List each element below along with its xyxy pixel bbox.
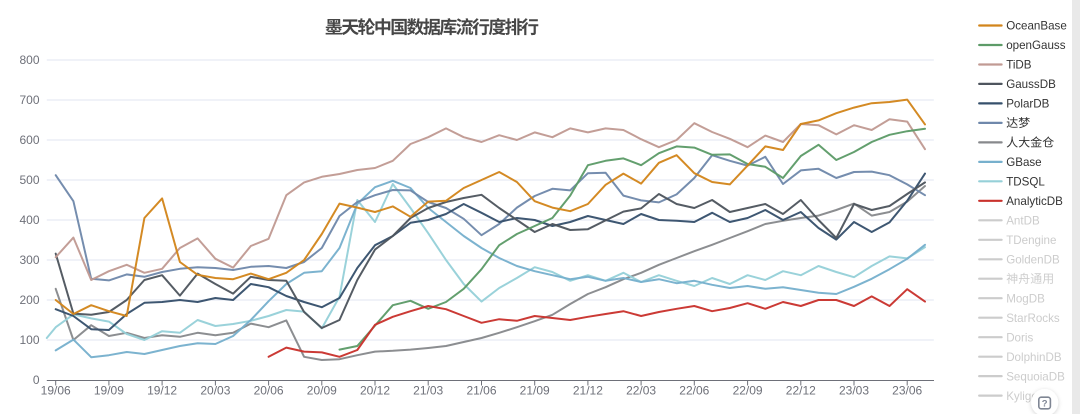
svg-text:DolphinDB: DolphinDB [1006,351,1062,364]
svg-text:GoldenDB: GoldenDB [1006,254,1060,267]
svg-text:openGauss: openGauss [1006,39,1066,52]
svg-text:TDengine: TDengine [1006,234,1056,247]
svg-text:19/06: 19/06 [41,384,71,398]
svg-text:700: 700 [19,93,39,107]
svg-text:200: 200 [19,293,39,307]
svg-text:22/12: 22/12 [786,384,816,398]
svg-text:400: 400 [19,213,39,227]
svg-text:AnalyticDB: AnalyticDB [1006,195,1063,208]
svg-text:19/09: 19/09 [94,384,124,398]
svg-text:23/03: 23/03 [839,384,869,398]
svg-text:TiDB: TiDB [1006,59,1032,72]
svg-text:?: ? [1042,398,1048,409]
svg-text:SequoiaDB: SequoiaDB [1006,370,1065,383]
svg-text:23/06: 23/06 [892,384,922,398]
svg-text:800: 800 [19,53,39,67]
svg-text:20/03: 20/03 [200,384,230,398]
svg-text:StarRocks: StarRocks [1006,312,1060,325]
svg-text:OceanBase: OceanBase [1006,20,1067,33]
svg-text:21/03: 21/03 [413,384,443,398]
svg-text:PolarDB: PolarDB [1006,98,1049,111]
svg-text:Doris: Doris [1006,331,1033,344]
svg-text:21/09: 21/09 [520,384,550,398]
svg-text:GaussDB: GaussDB [1006,78,1056,91]
svg-text:300: 300 [19,253,39,267]
svg-text:22/09: 22/09 [733,384,763,398]
svg-text:TDSQL: TDSQL [1006,176,1045,189]
svg-text:600: 600 [19,133,39,147]
svg-text:100: 100 [19,333,39,347]
svg-text:21/06: 21/06 [466,384,496,398]
svg-text:19/12: 19/12 [147,384,177,398]
svg-text:20/06: 20/06 [254,384,284,398]
svg-text:22/03: 22/03 [626,384,656,398]
svg-text:MogDB: MogDB [1006,292,1045,305]
svg-text:20/12: 20/12 [360,384,390,398]
svg-text:500: 500 [19,173,39,187]
svg-text:21/12: 21/12 [573,384,603,398]
svg-text:AntDB: AntDB [1006,215,1040,228]
svg-text:22/06: 22/06 [679,384,709,398]
svg-text:20/09: 20/09 [307,384,337,398]
svg-text:0: 0 [33,373,40,387]
svg-text:GBase: GBase [1006,156,1041,169]
